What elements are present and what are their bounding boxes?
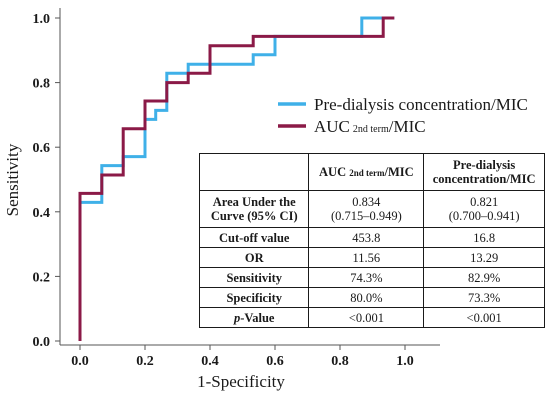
cell-sensitivity-auc: 74.3% <box>308 267 425 288</box>
x-tick-label: 0.2 <box>136 354 154 369</box>
y-tick-label: 0.6 <box>33 141 51 156</box>
y-tick-label: 0.0 <box>33 335 51 350</box>
x-axis-title: 1-Specificity <box>197 372 285 391</box>
row-label-or: OR <box>198 247 310 268</box>
legend-label-predialysis: Pre-dialysis concentration/MIC <box>314 95 528 114</box>
row-label-cutoff: Cut-off value <box>198 227 310 248</box>
series-line-auc <box>78 16 395 341</box>
cell-cutoff-predialysis: 16.8 <box>423 227 545 248</box>
column-header-auc: AUC 2nd term/MIC <box>308 153 425 191</box>
ticks: 0.0 0.2 0.4 0.6 0.8 1.0 0.0 0.2 0.4 0.6 0.8 1.0 <box>33 12 414 369</box>
table-row: Cut-off value 453.8 16.8 <box>198 227 545 248</box>
row-label-auc: Area Under the Curve (95% CI) <box>198 190 310 228</box>
cell-sensitivity-predialysis: 82.9% <box>423 267 545 288</box>
table-row: OR 11.56 13.29 <box>198 247 545 268</box>
y-tick-label: 0.2 <box>33 270 51 285</box>
cell-cutoff-auc: 453.8 <box>308 227 425 248</box>
y-axis-title: Sensitivity <box>3 143 22 216</box>
row-label-sensitivity: Sensitivity <box>198 267 310 288</box>
statistics-table: AUC 2nd term/MIC Pre-dialysis concentrat… <box>198 153 545 328</box>
row-label-pvalue: p-Value <box>198 307 310 328</box>
x-tick-label: 0.4 <box>201 354 219 369</box>
axes <box>59 8 440 346</box>
table-corner-cell <box>198 153 310 191</box>
x-tick-label: 0.6 <box>266 354 284 369</box>
y-tick-label: 0.8 <box>33 77 51 92</box>
x-tick-label: 0.8 <box>331 354 349 369</box>
table-row: Sensitivity 74.3% 82.9% <box>198 267 545 288</box>
table-row: p-Value <0.001 <0.001 <box>198 307 545 328</box>
y-tick-label: 1.0 <box>33 12 51 27</box>
y-tick-label: 0.4 <box>33 206 51 221</box>
cell-or-auc: 11.56 <box>308 247 425 268</box>
legend-label-auc: AUC 2nd term/MIC <box>314 117 426 136</box>
cell-auc-auc: 0.834 (0.715–0.949) <box>308 190 425 228</box>
series-lines <box>78 16 395 341</box>
table-header-row: AUC 2nd term/MIC Pre-dialysis concentrat… <box>198 153 545 191</box>
cell-specificity-predialysis: 73.3% <box>423 287 545 308</box>
legend: Pre-dialysis concentration/MIC AUC 2nd te… <box>278 95 528 136</box>
column-header-predialysis: Pre-dialysis concentration/MIC <box>423 153 545 191</box>
table-row: Area Under the Curve (95% CI) 0.834 (0.7… <box>198 190 545 228</box>
x-tick-label: 0.0 <box>71 354 89 369</box>
cell-pvalue-auc: <0.001 <box>308 307 425 328</box>
row-label-specificity: Specificity <box>198 287 310 308</box>
cell-specificity-auc: 80.0% <box>308 287 425 308</box>
cell-pvalue-predialysis: <0.001 <box>423 307 545 328</box>
table-row: Specificity 80.0% 73.3% <box>198 287 545 308</box>
cell-auc-predialysis: 0.821 (0.700–0.941) <box>423 190 545 228</box>
cell-or-predialysis: 13.29 <box>423 247 545 268</box>
x-tick-label: 1.0 <box>396 354 414 369</box>
